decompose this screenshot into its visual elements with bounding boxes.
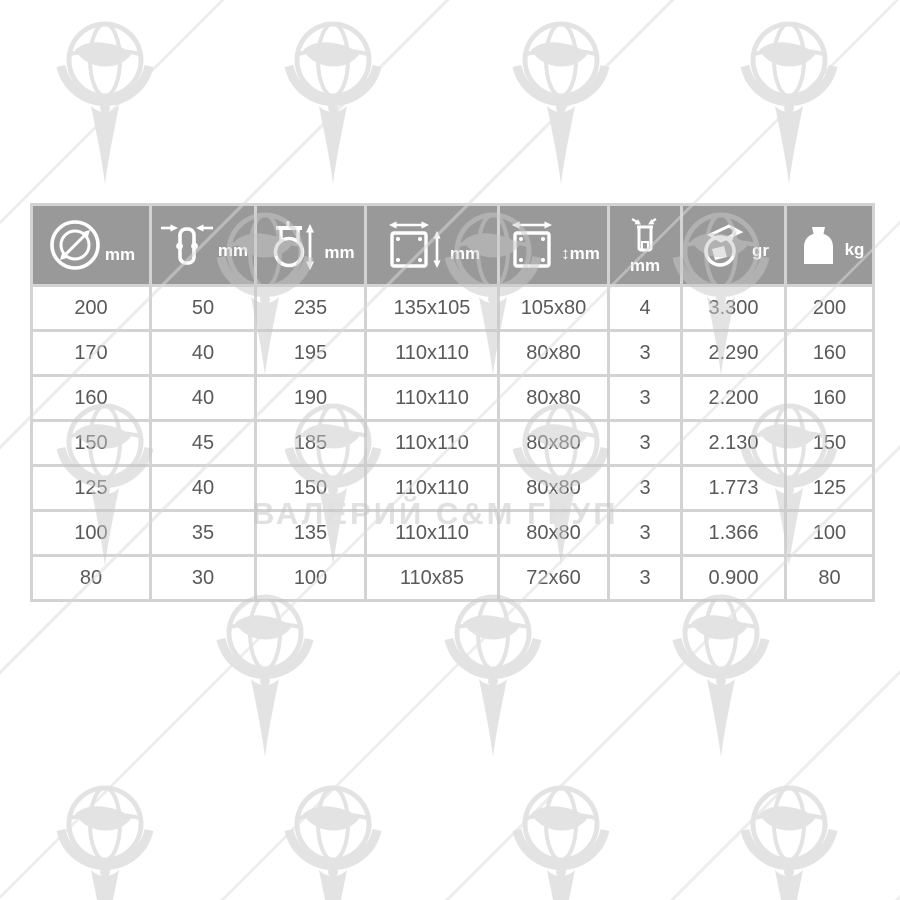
unit-label: kg (844, 240, 865, 259)
cell-wheel-width: 35 (149, 509, 257, 557)
cell-weight-grams: 2.290 (680, 329, 787, 377)
cell-load-capacity: 150 (784, 419, 875, 467)
col-header-weight-grams: gr (680, 203, 787, 287)
wheel-diameter-icon (50, 220, 100, 270)
cell-bolt-hole-spacing: 80x80 (497, 419, 610, 467)
load-weight-icon (803, 227, 833, 264)
cell-plate-size: 110x85 (364, 554, 500, 602)
cell-bolt-hole-diameter: 4 (607, 284, 683, 332)
hole-spacing-icon (512, 221, 553, 268)
table-row: 80 30 100 110x85 72x60 3 0.900 80 (30, 554, 875, 602)
cell-weight-grams: 1.366 (680, 509, 787, 557)
cell-weight-grams: 2.130 (680, 419, 787, 467)
col-header-wheel-width: mm (149, 203, 257, 287)
cell-load-capacity: 80 (784, 554, 875, 602)
unit-label: mm (324, 243, 355, 262)
cell-plate-size: 110x110 (364, 374, 500, 422)
col-header-wheel-diameter: mm (30, 203, 152, 287)
cell-bolt-hole-diameter: 3 (607, 329, 683, 377)
cell-wheel-width: 30 (149, 554, 257, 602)
cell-load-capacity: 100 (784, 509, 875, 557)
cell-wheel-diameter: 160 (30, 374, 152, 422)
cell-wheel-width: 45 (149, 419, 257, 467)
table-row: 125 40 150 110x110 80x80 3 1.773 125 (30, 464, 875, 512)
cell-bolt-hole-diameter: 3 (607, 374, 683, 422)
cell-plate-size: 110x110 (364, 509, 500, 557)
bolt-icon (631, 218, 657, 252)
cell-weight-grams: 2.200 (680, 374, 787, 422)
cell-bolt-hole-diameter: 3 (607, 554, 683, 602)
cell-wheel-width: 40 (149, 374, 257, 422)
table-row: 100 35 135 110x110 80x80 3 1.366 100 (30, 509, 875, 557)
cell-total-height: 100 (254, 554, 367, 602)
cell-bolt-hole-spacing: 80x80 (497, 374, 610, 422)
cell-load-capacity: 160 (784, 374, 875, 422)
cell-plate-size: 110x110 (364, 329, 500, 377)
col-header-bolt-hole-diameter: mm (607, 203, 683, 287)
plate-size-icon (388, 221, 441, 268)
spec-table-body: 200 50 235 135x105 105x80 4 3.300 200 170 40 195 11… (30, 284, 875, 602)
cell-load-capacity: 160 (784, 329, 875, 377)
table-row: 170 40 195 110x110 80x80 3 2.290 160 (30, 329, 875, 377)
unit-label: gr (752, 241, 769, 260)
col-header-load-capacity: kg (784, 203, 875, 287)
cell-wheel-diameter: 150 (30, 419, 152, 467)
spec-table-header: mm mm (30, 203, 875, 287)
col-header-total-height: mm (254, 203, 367, 287)
cell-weight-grams: 1.773 (680, 464, 787, 512)
cell-wheel-diameter: 200 (30, 284, 152, 332)
unit-label: mm (217, 241, 249, 260)
unit-label: mm (449, 244, 481, 263)
cell-bolt-hole-spacing: 80x80 (497, 509, 610, 557)
unit-label: ↕mm (561, 244, 600, 263)
cell-plate-size: 110x110 (364, 464, 500, 512)
cell-bolt-hole-diameter: 3 (607, 464, 683, 512)
cell-bolt-hole-diameter: 3 (607, 419, 683, 467)
cell-plate-size: 135x105 (364, 284, 500, 332)
cell-bolt-hole-diameter: 3 (607, 509, 683, 557)
cell-weight-grams: 0.900 (680, 554, 787, 602)
cell-bolt-hole-spacing: 80x80 (497, 329, 610, 377)
unit-label: mm (629, 256, 661, 275)
cell-wheel-diameter: 125 (30, 464, 152, 512)
caster-height-icon (274, 221, 315, 270)
table-row: 150 45 185 110x110 80x80 3 2.130 150 (30, 419, 875, 467)
cell-total-height: 195 (254, 329, 367, 377)
cell-bolt-hole-spacing: 80x80 (497, 464, 610, 512)
cell-wheel-diameter: 80 (30, 554, 152, 602)
unit-label: mm (104, 245, 136, 264)
table-row: 160 40 190 110x110 80x80 3 2.200 160 (30, 374, 875, 422)
cell-plate-size: 110x110 (364, 419, 500, 467)
caster-spec-table: mm mm (30, 203, 875, 602)
cell-wheel-width: 40 (149, 464, 257, 512)
col-header-bolt-hole-spacing: ↕mm (497, 203, 610, 287)
cell-total-height: 150 (254, 464, 367, 512)
cell-load-capacity: 200 (784, 284, 875, 332)
cell-wheel-diameter: 170 (30, 329, 152, 377)
cell-total-height: 190 (254, 374, 367, 422)
cell-bolt-hole-spacing: 105x80 (497, 284, 610, 332)
table-row: 200 50 235 135x105 105x80 4 3.300 200 (30, 284, 875, 332)
cell-total-height: 235 (254, 284, 367, 332)
cell-bolt-hole-spacing: 72x60 (497, 554, 610, 602)
cell-total-height: 135 (254, 509, 367, 557)
col-header-plate-size: mm (364, 203, 500, 287)
cell-wheel-width: 40 (149, 329, 257, 377)
caster-weight-icon (704, 224, 744, 267)
header-row: mm mm (30, 203, 875, 287)
cell-wheel-diameter: 100 (30, 509, 152, 557)
cell-weight-grams: 3.300 (680, 284, 787, 332)
cell-wheel-width: 50 (149, 284, 257, 332)
cell-load-capacity: 125 (784, 464, 875, 512)
cell-total-height: 185 (254, 419, 367, 467)
wheel-width-icon (160, 224, 213, 265)
